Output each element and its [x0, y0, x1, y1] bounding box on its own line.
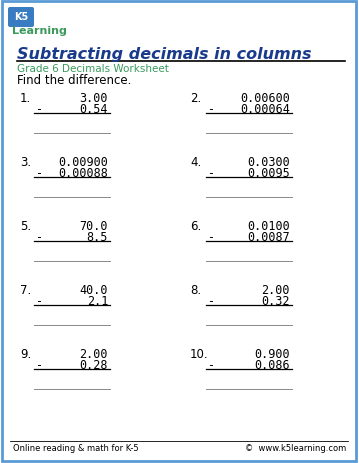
Text: -: -: [36, 358, 43, 371]
Text: 1.: 1.: [20, 92, 31, 105]
Text: 7.: 7.: [20, 283, 31, 296]
Text: -: -: [208, 294, 215, 307]
Text: 0.00064: 0.00064: [240, 103, 290, 116]
Text: -: -: [208, 358, 215, 371]
Text: -: -: [36, 231, 43, 244]
Text: 0.900: 0.900: [255, 347, 290, 360]
Text: 5.: 5.: [20, 219, 31, 232]
Text: 70.0: 70.0: [79, 219, 108, 232]
Text: Find the difference.: Find the difference.: [17, 73, 131, 86]
FancyBboxPatch shape: [2, 2, 356, 461]
Text: -: -: [208, 231, 215, 244]
Text: 0.00088: 0.00088: [58, 167, 108, 180]
Text: Learning: Learning: [12, 26, 67, 36]
Text: Subtracting decimals in columns: Subtracting decimals in columns: [17, 46, 312, 62]
FancyBboxPatch shape: [8, 8, 34, 28]
Text: 4.: 4.: [190, 156, 201, 169]
Text: 0.0100: 0.0100: [247, 219, 290, 232]
Text: K5: K5: [14, 12, 28, 22]
Text: 0.00900: 0.00900: [58, 156, 108, 169]
Text: 0.00600: 0.00600: [240, 92, 290, 105]
Text: 0.32: 0.32: [261, 294, 290, 307]
Text: 0.0095: 0.0095: [247, 167, 290, 180]
Text: Online reading & math for K-5: Online reading & math for K-5: [13, 444, 139, 452]
Text: 40.0: 40.0: [79, 283, 108, 296]
Text: -: -: [36, 294, 43, 307]
Text: 2.1: 2.1: [87, 294, 108, 307]
Text: 0.0087: 0.0087: [247, 231, 290, 244]
Text: 2.00: 2.00: [79, 347, 108, 360]
Text: ©  www.k5learning.com: © www.k5learning.com: [245, 444, 346, 452]
Text: -: -: [36, 103, 43, 116]
Text: 3.: 3.: [20, 156, 31, 169]
Text: 0.086: 0.086: [255, 358, 290, 371]
Text: Grade 6 Decimals Worksheet: Grade 6 Decimals Worksheet: [17, 64, 169, 74]
Text: 2.00: 2.00: [261, 283, 290, 296]
Text: 0.0300: 0.0300: [247, 156, 290, 169]
Text: 10.: 10.: [190, 347, 209, 360]
Text: 6.: 6.: [190, 219, 201, 232]
Text: 8.: 8.: [190, 283, 201, 296]
Text: 2.: 2.: [190, 92, 201, 105]
Text: 8.5: 8.5: [87, 231, 108, 244]
Text: 9.: 9.: [20, 347, 31, 360]
Text: -: -: [208, 167, 215, 180]
Text: 3.00: 3.00: [79, 92, 108, 105]
Text: 0.28: 0.28: [79, 358, 108, 371]
Text: 0.54: 0.54: [79, 103, 108, 116]
Text: -: -: [36, 167, 43, 180]
Text: -: -: [208, 103, 215, 116]
